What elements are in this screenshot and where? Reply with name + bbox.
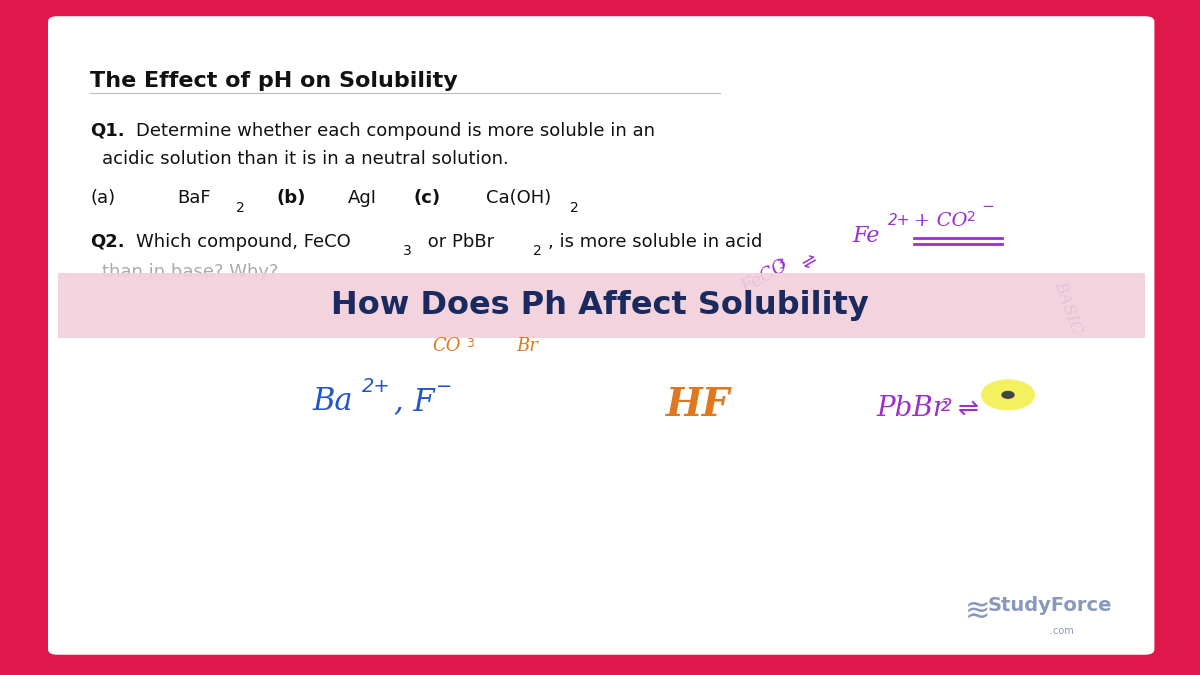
Text: .com: .com [1050,626,1074,636]
Text: Which compound, FeCO: Which compound, FeCO [136,233,350,251]
Text: , is more soluble in acid: , is more soluble in acid [548,233,763,251]
Text: (a): (a) [90,189,115,207]
Text: StudyForce: StudyForce [988,596,1112,615]
Text: The Effect of pH on Solubility: The Effect of pH on Solubility [90,71,457,91]
Text: 2: 2 [941,397,953,415]
Text: 2+: 2+ [362,377,391,396]
Text: 3: 3 [466,337,474,350]
Text: , F: , F [394,386,434,417]
Text: 2+: 2+ [888,213,911,227]
Text: acidic solution than it is in a neutral solution.: acidic solution than it is in a neutral … [102,150,509,168]
Text: 2: 2 [236,201,245,215]
Text: ⇌: ⇌ [798,250,820,273]
Text: 3: 3 [776,256,790,271]
Text: BASIC: BASIC [1050,278,1085,336]
Text: Fe: Fe [852,225,880,247]
Text: Ba: Ba [312,386,353,417]
Text: How Does Ph Affect Solubility: How Does Ph Affect Solubility [331,290,869,321]
Text: Determine whether each compound is more soluble in an: Determine whether each compound is more … [136,122,655,140]
FancyBboxPatch shape [48,16,1154,655]
Circle shape [1002,392,1014,398]
Text: (c): (c) [414,189,442,207]
Text: −: − [982,199,995,214]
Text: HF: HF [666,386,731,424]
Text: (b): (b) [276,189,305,207]
Text: Q2.: Q2. [90,233,125,251]
Text: 2: 2 [570,201,578,215]
Bar [58,273,1145,338]
Text: −: − [436,377,452,396]
Text: + CO: + CO [914,213,968,230]
Text: AgI: AgI [348,189,377,207]
Text: Ca(OH): Ca(OH) [486,189,551,207]
Text: FeCO: FeCO [738,256,791,297]
Text: 2: 2 [533,244,541,258]
Text: 2: 2 [967,210,976,224]
Text: Q1.: Q1. [90,122,125,140]
Text: than in base? Why?: than in base? Why? [102,263,278,281]
Text: PbBr: PbBr [876,395,946,422]
Text: ⇌: ⇌ [958,396,979,421]
Text: BaF: BaF [178,189,211,207]
Circle shape [982,380,1034,410]
Text: CO: CO [432,337,461,354]
Text: or PbBr: or PbBr [422,233,494,251]
Text: ≋: ≋ [965,597,991,625]
Text: 3: 3 [403,244,412,258]
Text: Br: Br [516,337,538,354]
